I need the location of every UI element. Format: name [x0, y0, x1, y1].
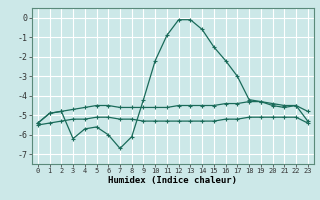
- X-axis label: Humidex (Indice chaleur): Humidex (Indice chaleur): [108, 176, 237, 185]
